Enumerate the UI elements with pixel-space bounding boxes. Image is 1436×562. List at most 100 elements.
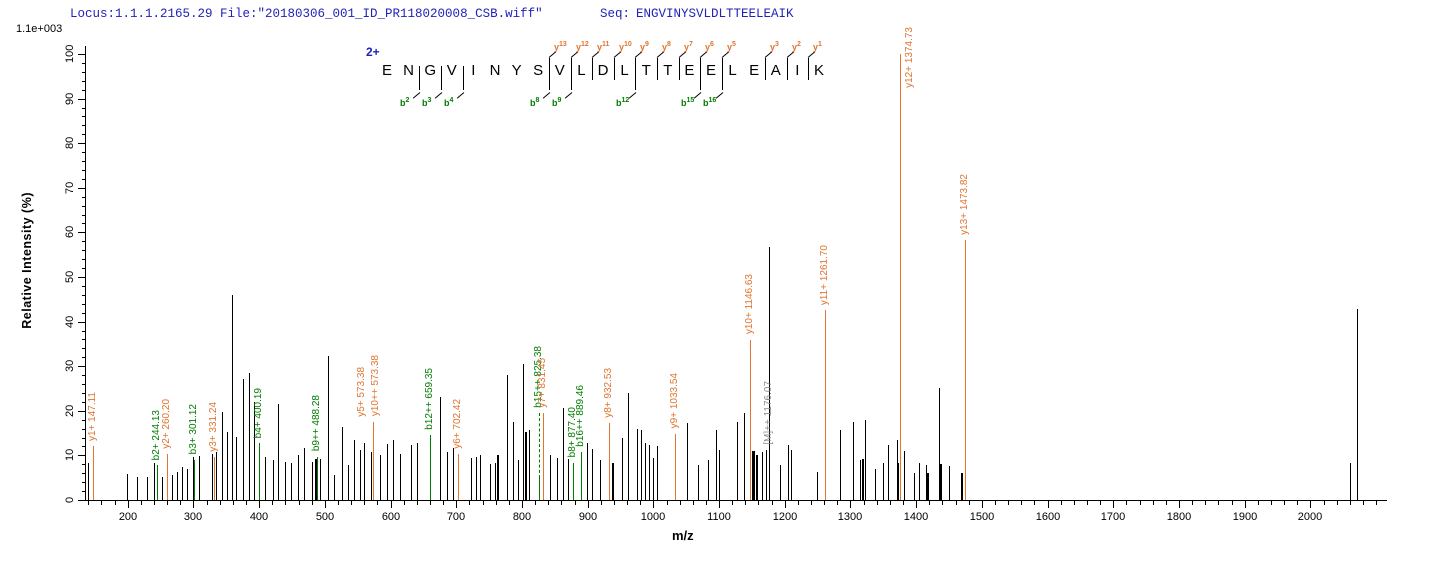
y-axis-tick [82,304,85,305]
peak [888,445,889,500]
x-axis-tick [509,501,510,505]
x-axis-tick [1218,501,1219,505]
peak [291,463,292,500]
peak [507,375,508,500]
peak [495,462,496,500]
y-axis-title: Relative Intensity (%) [20,192,34,329]
x-tick-label: 1700 [1100,511,1126,523]
peak [227,431,228,500]
x-axis-tick [364,501,365,505]
peak-label: y5+ 573.38 [356,366,367,417]
peak [949,466,950,500]
x-axis-tick [377,501,378,505]
x-axis-tick [1140,501,1141,505]
y-cleavage-diagonal [656,51,665,58]
peak [320,458,321,500]
x-axis-tick [469,501,470,505]
peak [342,426,343,500]
y-tick-label: 90 [64,92,76,106]
peak-label: y12+ 1374.73 [904,26,915,88]
b-cleavage-diagonal [564,92,573,99]
peak [400,454,401,500]
peak [719,449,720,500]
x-axis-tick [1179,501,1180,508]
x-axis-tick [995,501,996,505]
x-tick-label: 700 [446,511,466,523]
y-cleavage-diagonal [721,51,730,58]
y-axis-tick [82,420,85,421]
peak [914,472,915,500]
peak [259,443,260,500]
peak [471,458,472,500]
x-tick-label: 1600 [1035,511,1061,523]
peak [317,456,318,500]
x-axis-tick [154,501,155,505]
peak-label: y6+ 702.42 [452,398,463,449]
peak [927,472,929,500]
y-tick-label: 70 [64,181,76,195]
peak [762,451,763,500]
peak [675,433,676,500]
x-axis-tick [1337,501,1338,505]
b-ion-label: b2 [400,97,410,108]
x-axis-tick [916,501,917,508]
x-axis-tick [929,501,930,505]
peak [737,421,738,500]
peak [236,436,237,500]
peak [265,456,266,500]
y-axis-tick [78,455,85,456]
y-axis-tick [82,108,85,109]
x-tick-label: 400 [249,511,269,523]
sequence-residue: N [489,62,501,79]
x-tick-label: 2000 [1297,511,1323,523]
peak [622,438,623,500]
y-axis-tick [82,482,85,483]
peak [380,454,381,500]
peak [458,453,459,500]
y-axis-tick [82,438,85,439]
x-axis-tick [1087,501,1088,505]
sequence-residue: E [749,62,760,79]
x-axis-tick [811,501,812,505]
y-axis-tick [82,268,85,269]
x-axis-tick [903,501,904,505]
peak [612,463,614,500]
y-axis-tick [82,464,85,465]
y-ion-label: y9 [640,41,649,52]
peak-label: y10++ 573.38 [370,355,381,417]
y-cleavage-line [614,58,615,80]
x-tick-label: 1200 [772,511,798,523]
sequence-residue: Y [511,62,522,79]
peak [897,440,898,500]
x-axis-title: m/z [672,528,694,543]
y-cleavage-diagonal [807,51,816,58]
x-axis-tick [548,501,549,505]
x-axis-tick [1297,501,1298,505]
sequence-residue: E [381,62,392,79]
b-cleavage-diagonal [434,92,443,99]
peak [825,310,826,500]
peak [254,401,255,500]
peak [609,423,610,500]
y-tick-label: 60 [64,225,76,239]
peak [529,429,530,500]
x-axis-tick [272,501,273,505]
peak [243,378,244,500]
peak [222,411,223,500]
y-axis-tick [82,90,85,91]
y-axis-tick [82,259,85,260]
sequence-residue: T [663,62,673,79]
y-axis-tick [82,313,85,314]
y-axis-tick [82,63,85,64]
peak [860,459,861,500]
x-axis-tick [877,501,878,505]
y-axis-tick [78,188,85,189]
y-axis-tick [82,473,85,474]
x-axis-tick [1350,501,1351,505]
x-axis-tick [588,501,589,508]
y-axis-tick [82,393,85,394]
peak [212,454,213,500]
peak [334,475,335,500]
x-axis-tick [430,501,431,505]
y-tick-label: 20 [64,404,76,418]
